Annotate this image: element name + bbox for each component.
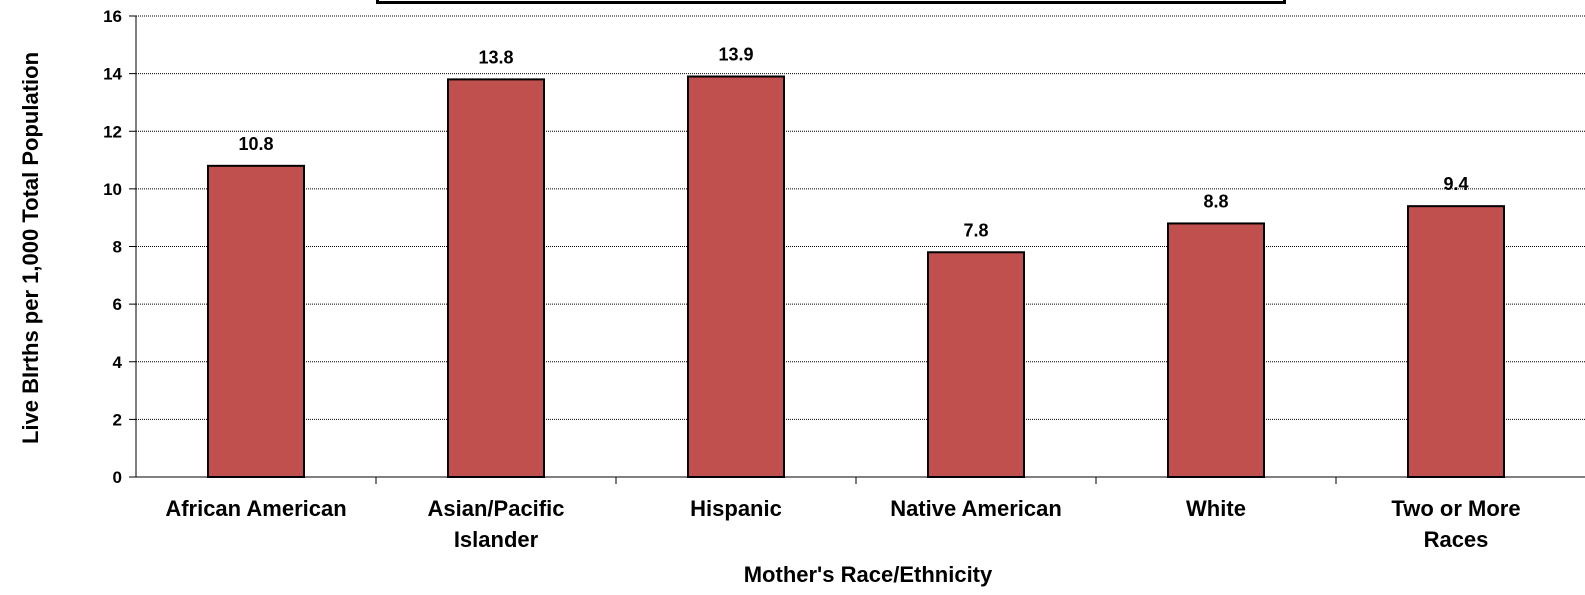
y-tick-label: 6 — [113, 295, 122, 314]
bar — [1167, 222, 1265, 478]
x-axis-label: Mother's Race/Ethnicity — [744, 562, 993, 587]
bar — [447, 78, 545, 478]
x-category-label: Two or More — [1391, 496, 1520, 521]
bar — [1407, 205, 1505, 478]
bar — [927, 251, 1025, 478]
data-label: 9.4 — [1443, 174, 1468, 194]
x-category-label: African American — [165, 496, 346, 521]
x-category-label: Islander — [454, 527, 539, 552]
y-tick-label: 14 — [103, 65, 122, 84]
y-tick-label: 10 — [103, 180, 122, 199]
y-tick-label: 0 — [113, 468, 122, 487]
data-label: 13.9 — [718, 45, 753, 65]
x-category-label: White — [1186, 496, 1246, 521]
y-tick-label: 4 — [113, 353, 123, 372]
data-labels: 10.8 13.8 13.9 7.8 8.8 9.4 — [238, 45, 1468, 241]
data-label: 7.8 — [963, 220, 988, 240]
data-label: 10.8 — [238, 134, 273, 154]
y-axis-label: Live BIrths per 1,000 Total Population — [18, 52, 43, 444]
y-tick-label: 12 — [103, 122, 122, 141]
x-category-label: Native American — [890, 496, 1062, 521]
x-category-label: Races — [1424, 527, 1489, 552]
bar — [207, 164, 305, 478]
y-tick-label: 8 — [113, 238, 122, 257]
y-axis-ticks: 0 2 4 6 8 10 12 14 16 — [103, 7, 136, 487]
chart-title-box — [376, 0, 1286, 4]
x-category-label: Asian/Pacific — [428, 496, 565, 521]
x-axis-categories: African American Asian/Pacific Islander His… — [165, 477, 1521, 552]
x-category-label: Hispanic — [690, 496, 782, 521]
bars — [207, 75, 1505, 478]
data-label: 8.8 — [1203, 191, 1228, 211]
y-tick-label: 16 — [103, 7, 122, 26]
data-label: 13.8 — [478, 47, 513, 67]
gridlines — [136, 15, 1585, 420]
y-tick-label: 2 — [113, 410, 122, 429]
bar — [687, 75, 785, 478]
